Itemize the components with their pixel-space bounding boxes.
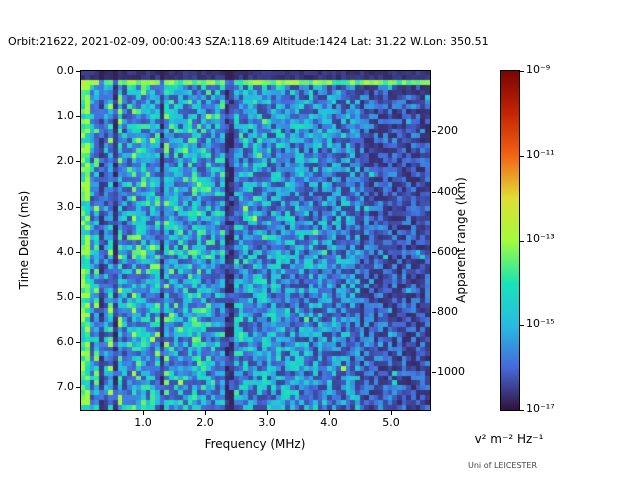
colorbar-tick-label: 10⁻¹⁵ (526, 317, 555, 330)
x-tick-label: 3.0 (258, 416, 276, 429)
y-axis-left-label: Time Delay (ms) (17, 190, 31, 290)
colorbar-tick-label: 10⁻¹¹ (526, 148, 555, 161)
y-left-tick-label: 0.0 (56, 64, 75, 77)
y-axis-right-label: Apparent range (km) (454, 177, 468, 303)
y-left-tick-label: 3.0 (56, 200, 75, 213)
y-right-tick-label: 600 (437, 245, 458, 258)
y-left-tick-label: 6.0 (56, 335, 75, 348)
x-tick-label: 4.0 (320, 416, 338, 429)
x-tick-label: 5.0 (382, 416, 400, 429)
y-right-tick-label: 1000 (437, 365, 465, 378)
x-tick-label: 2.0 (196, 416, 214, 429)
institution-credit: Uni of LEICESTER (468, 461, 538, 470)
colorbar-unit-label: v² m⁻² Hz⁻¹ (474, 432, 544, 446)
y-right-tick-label: 200 (437, 124, 458, 137)
colorbar-tick-label: 10⁻¹³ (526, 232, 555, 245)
colorbar-tick-label: 10⁻⁹ (526, 63, 551, 76)
y-left-tick-label: 7.0 (56, 380, 75, 393)
x-axis-label: Frequency (MHz) (204, 437, 306, 451)
plot-title: Orbit:21622, 2021-02-09, 00:00:43 SZA:11… (8, 35, 489, 48)
y-left-tick-label: 5.0 (56, 290, 75, 303)
colorbar-tick-label: 10⁻¹⁷ (526, 402, 555, 415)
y-left-tick-label: 2.0 (56, 154, 75, 167)
colorbar (500, 70, 520, 411)
y-right-tick-label: 400 (437, 185, 458, 198)
y-right-tick-label: 800 (437, 305, 458, 318)
x-tick-label: 1.0 (134, 416, 152, 429)
y-left-tick-label: 4.0 (56, 245, 75, 258)
y-left-tick-label: 1.0 (56, 109, 75, 122)
ionogram-heatmap (80, 70, 431, 411)
